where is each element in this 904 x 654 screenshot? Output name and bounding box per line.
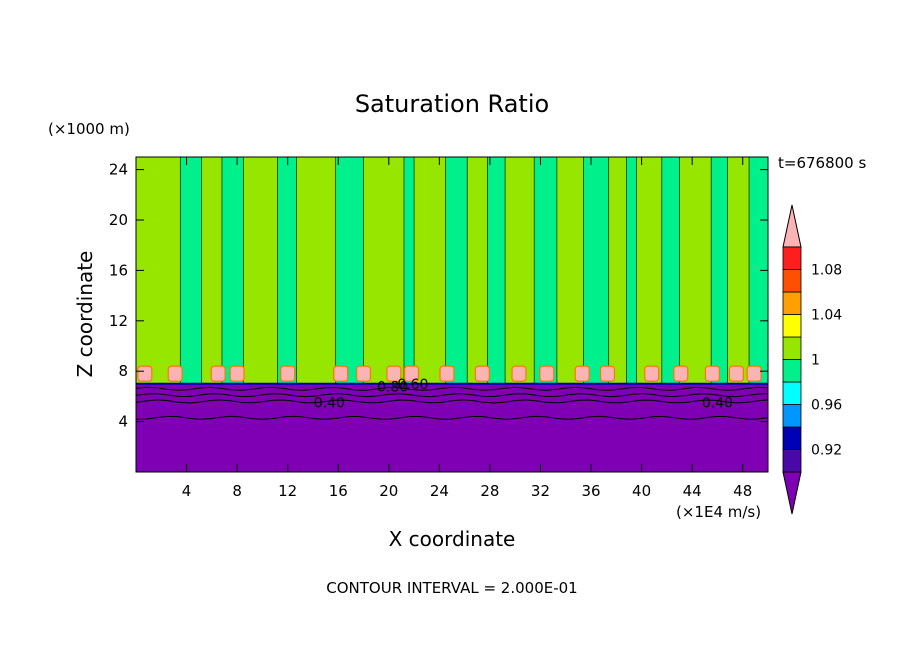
x-tick-label: 48 (733, 482, 752, 500)
y-tick-label: 12 (109, 312, 128, 330)
supersaturated-cell (644, 365, 660, 382)
supersaturated-streak (556, 157, 584, 385)
x-tick-label: 12 (278, 482, 297, 500)
contour-line (136, 386, 768, 391)
colorbar-label: 1.08 (811, 263, 842, 279)
supersaturated-cell (539, 365, 555, 382)
colorbar-band (782, 359, 802, 383)
x-tick-label: 20 (379, 482, 398, 500)
dry-layer (136, 383, 768, 472)
colorbar-label: 1.04 (811, 308, 842, 324)
supersaturated-streak (608, 157, 627, 385)
x-tick-label: 44 (683, 482, 702, 500)
contour-label: 0.40 (314, 396, 345, 412)
supersaturated-cell (333, 365, 349, 382)
colorbar-band (782, 291, 802, 315)
supersaturated-cell (404, 365, 420, 382)
plot-frame (135, 156, 769, 473)
contour-label: 0.40 (702, 396, 733, 412)
supersaturated-streak (296, 157, 337, 385)
y-tick-label: 16 (109, 261, 128, 279)
contour-fill-layer (136, 157, 768, 472)
contour-plot-area (136, 157, 768, 472)
supersaturated-streak (466, 157, 488, 385)
supersaturated-cell (574, 365, 590, 382)
supersaturated-cell (167, 365, 183, 382)
supersaturated-streak (413, 157, 446, 385)
contour-line (136, 399, 768, 404)
colorbar-band (782, 426, 802, 450)
colorbar-lower-extension (782, 471, 802, 515)
supersaturated-streak (727, 157, 750, 385)
x-tick-label: 28 (480, 482, 499, 500)
y-tick-label: 24 (109, 161, 128, 179)
supersaturated-cell (386, 365, 402, 382)
supersaturated-streak (504, 157, 535, 385)
contour-interval-footer: CONTOUR INTERVAL = 2.000E-01 (326, 579, 577, 597)
supersaturated-cell (511, 365, 527, 382)
x-tick-label: 8 (232, 482, 242, 500)
contour-label: 0.80 (377, 379, 408, 395)
x-tick-label: 24 (430, 482, 449, 500)
supersaturated-cell (673, 365, 689, 382)
contour-line (136, 393, 768, 398)
colorbar: 1.08 1.04 1 0.96 0.92 (782, 204, 842, 515)
colorbar-band (782, 246, 802, 270)
supersaturated-streak (679, 157, 712, 385)
y-tick-label: 4 (118, 413, 128, 431)
supersaturated-cell (210, 365, 226, 382)
supersaturated-cell (280, 365, 296, 382)
supersaturated-cell (439, 365, 455, 382)
x-tick-label: 16 (329, 482, 348, 500)
supersaturated-streak (363, 157, 405, 385)
x-tick-label: 40 (632, 482, 651, 500)
contour-line (136, 415, 768, 420)
supersaturated-streak (243, 157, 278, 385)
colorbar-band (782, 314, 802, 338)
supersaturated-cell (746, 365, 762, 382)
supersaturated-streak (636, 157, 663, 385)
contour-label: 0.60 (397, 377, 428, 393)
supersaturated-cell (599, 365, 616, 382)
colorbar-band (782, 269, 802, 293)
contour-labels: 0.40 0.800.60 0.40 (314, 377, 733, 412)
colorbar-label: 1 (811, 353, 820, 369)
contour-lines (136, 386, 768, 420)
x-tick-label: 4 (182, 482, 192, 500)
supersaturated-streak (201, 157, 223, 385)
colorbar-band (782, 449, 802, 473)
colorbar-label: 0.92 (811, 443, 842, 459)
x-unit-label: (×1E4 m/s) (676, 503, 761, 521)
colorbar-band (782, 404, 802, 428)
supersaturated-cell (355, 365, 372, 382)
x-axis-label: X coordinate (389, 527, 516, 551)
supersaturated-cell (229, 365, 245, 382)
colorbar-upper-extension (782, 204, 802, 248)
y-tick-label: 8 (118, 362, 128, 380)
supersaturated-cell (728, 365, 744, 382)
time-label: t=676800 s (778, 154, 866, 172)
y-axis-ticks: 4 8 12 16 20 24 (109, 161, 768, 431)
colorbar-label: 0.96 (811, 398, 842, 414)
supersaturated-cell (704, 365, 720, 382)
x-axis-ticks: 4 8 12 16 20 24 28 32 36 40 44 48 (182, 157, 752, 500)
supersaturated-cell (137, 365, 153, 382)
y-unit-label: (×1000 m) (48, 120, 130, 138)
y-tick-label: 20 (109, 211, 128, 229)
colorbar-band (782, 336, 802, 360)
x-tick-label: 36 (581, 482, 600, 500)
colorbar-band (782, 381, 802, 405)
x-tick-label: 32 (531, 482, 550, 500)
chart-title: Saturation Ratio (355, 90, 549, 118)
y-axis-label: Z coordinate (73, 251, 97, 378)
supersaturated-cell (474, 365, 490, 382)
